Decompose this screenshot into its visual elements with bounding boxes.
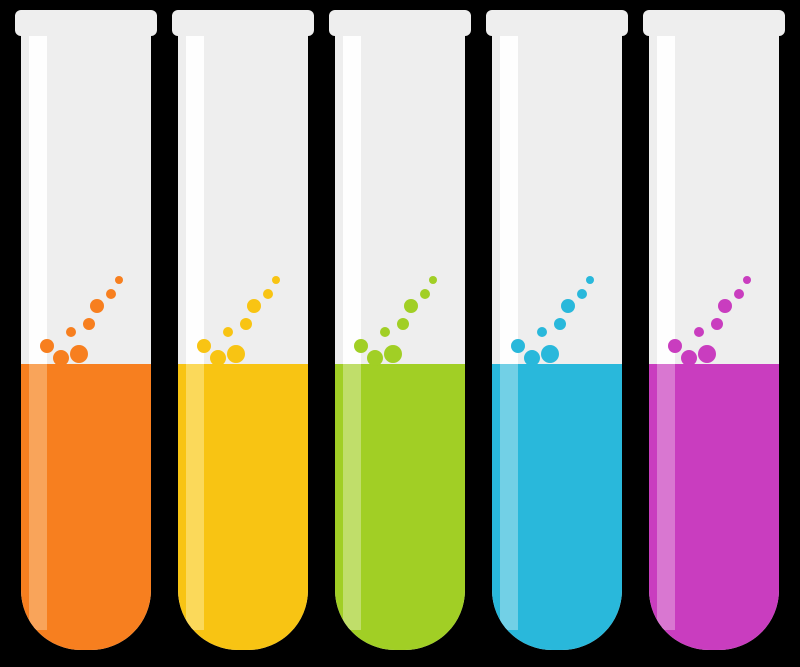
test-tube-magenta [643,10,785,650]
test-tube-orange [15,10,157,650]
test-tube-blue [486,10,628,650]
test-tube-green [329,10,471,650]
test-tubes-illustration [0,0,800,667]
test-tube-yellow [172,10,314,650]
